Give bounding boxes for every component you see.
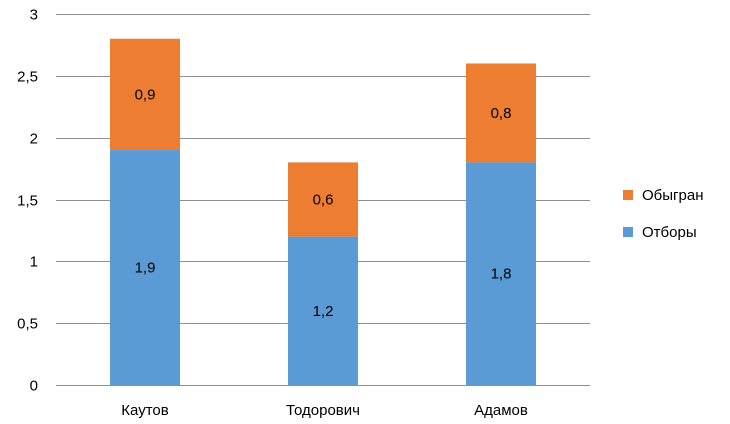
legend-label: Отборы [642, 224, 697, 241]
bar-segment [110, 150, 180, 385]
legend-swatch [623, 227, 633, 237]
y-tick-label: 1 [30, 254, 38, 271]
x-axis-tick-labels: Каутов Тодорович Адамов [121, 402, 528, 419]
bar-segment [110, 38, 180, 151]
y-tick-label: 0 [30, 378, 38, 395]
legend-label: Обыгран [642, 187, 703, 204]
data-label: 1,9 [135, 260, 156, 277]
y-tick-label: 1,5 [17, 193, 38, 210]
data-label: 0,8 [491, 105, 512, 122]
y-tick-label: 0,5 [17, 316, 38, 333]
data-label: 0,9 [135, 86, 156, 103]
x-tick-label: Тодорович [286, 402, 360, 419]
legend-swatch [623, 190, 633, 200]
data-label: 0,6 [313, 192, 334, 209]
x-tick-label: Каутов [121, 402, 168, 419]
y-tick-label: 3 [30, 7, 38, 24]
bar-segment [466, 162, 536, 385]
legend: Обыгран Отборы [623, 187, 703, 241]
y-tick-label: 2,5 [17, 69, 38, 86]
y-tick-label: 2 [30, 131, 38, 148]
data-label: 1,8 [491, 266, 512, 283]
data-labels: 1,9 0,9 1,2 0,6 1,8 0,8 [135, 86, 512, 319]
x-tick-label: Адамов [474, 402, 528, 419]
y-axis-tick-labels: 0 0,5 1 1,5 2 2,5 3 [17, 7, 38, 395]
bar-segment [288, 236, 358, 385]
bars [110, 38, 536, 385]
bar-segment [466, 63, 536, 163]
bar-segment [288, 162, 358, 237]
data-label: 1,2 [313, 303, 334, 320]
